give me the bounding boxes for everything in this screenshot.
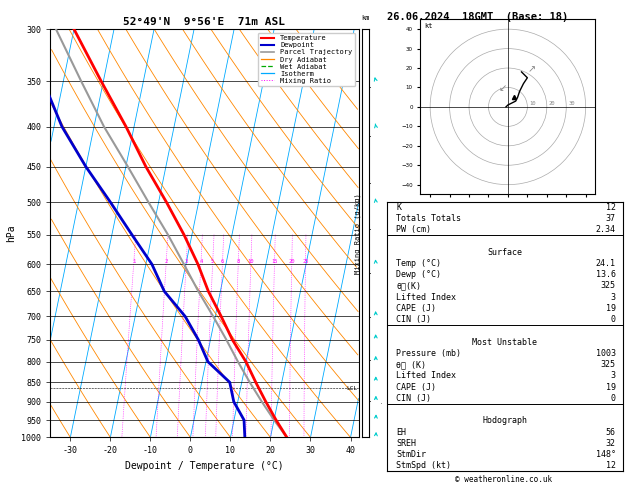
- Text: 19: 19: [606, 304, 616, 313]
- Text: 12: 12: [606, 203, 616, 212]
- Text: 2.34: 2.34: [596, 226, 616, 234]
- Text: 325: 325: [601, 360, 616, 369]
- Text: 10: 10: [529, 101, 536, 106]
- Text: PW (cm): PW (cm): [396, 226, 431, 234]
- Text: CIN (J): CIN (J): [396, 315, 431, 324]
- Text: Temp (°C): Temp (°C): [396, 259, 442, 268]
- Text: 5: 5: [211, 259, 214, 264]
- Text: 3: 3: [611, 293, 616, 302]
- Text: θᴇ (K): θᴇ (K): [396, 360, 426, 369]
- Text: 25: 25: [302, 259, 309, 264]
- Text: 30: 30: [568, 101, 575, 106]
- Text: SREH: SREH: [396, 439, 416, 448]
- Text: Dewp (°C): Dewp (°C): [396, 270, 442, 279]
- Text: 20: 20: [548, 101, 555, 106]
- Text: 26.06.2024  18GMT  (Base: 18): 26.06.2024 18GMT (Base: 18): [387, 12, 569, 22]
- Text: 15: 15: [271, 259, 278, 264]
- Text: θᴇ(K): θᴇ(K): [396, 281, 421, 291]
- Text: CAPE (J): CAPE (J): [396, 304, 437, 313]
- X-axis label: Dewpoint / Temperature (°C): Dewpoint / Temperature (°C): [125, 461, 284, 471]
- Text: 19: 19: [606, 382, 616, 392]
- Legend: Temperature, Dewpoint, Parcel Trajectory, Dry Adiabat, Wet Adiabat, Isotherm, Mi: Temperature, Dewpoint, Parcel Trajectory…: [258, 33, 355, 87]
- Text: Totals Totals: Totals Totals: [396, 214, 461, 223]
- Text: 24.1: 24.1: [596, 259, 616, 268]
- Text: 12: 12: [606, 461, 616, 470]
- Text: 37: 37: [606, 214, 616, 223]
- Text: 3: 3: [611, 371, 616, 381]
- Text: 56: 56: [606, 428, 616, 436]
- Text: Lifted Index: Lifted Index: [396, 371, 456, 381]
- Text: 4: 4: [199, 259, 203, 264]
- Text: 2: 2: [164, 259, 168, 264]
- Text: Surface: Surface: [487, 248, 522, 257]
- Text: 32: 32: [606, 439, 616, 448]
- Text: 0: 0: [611, 315, 616, 324]
- Text: StmDir: StmDir: [396, 450, 426, 459]
- Text: ↗: ↗: [527, 64, 535, 74]
- Text: 148°: 148°: [596, 450, 616, 459]
- Text: EH: EH: [396, 428, 406, 436]
- Text: 6: 6: [221, 259, 224, 264]
- Text: Hodograph: Hodograph: [482, 417, 527, 425]
- Text: CAPE (J): CAPE (J): [396, 382, 437, 392]
- Text: kt: kt: [425, 23, 433, 29]
- Text: 13.6: 13.6: [596, 270, 616, 279]
- Text: 20: 20: [289, 259, 295, 264]
- Title: 52°49'N  9°56'E  71m ASL: 52°49'N 9°56'E 71m ASL: [123, 17, 286, 27]
- Text: 10: 10: [248, 259, 254, 264]
- Text: StmSpd (kt): StmSpd (kt): [396, 461, 451, 470]
- Text: CIN (J): CIN (J): [396, 394, 431, 403]
- Text: Lifted Index: Lifted Index: [396, 293, 456, 302]
- Text: LCL: LCL: [347, 386, 358, 391]
- Text: 8: 8: [237, 259, 240, 264]
- Text: 0: 0: [611, 394, 616, 403]
- Text: Most Unstable: Most Unstable: [472, 338, 537, 347]
- Text: 3: 3: [184, 259, 187, 264]
- Text: 325: 325: [601, 281, 616, 291]
- Text: K: K: [396, 203, 401, 212]
- Text: 1003: 1003: [596, 349, 616, 358]
- Text: 1: 1: [132, 259, 135, 264]
- Text: Pressure (mb): Pressure (mb): [396, 349, 461, 358]
- Text: ↙: ↙: [498, 84, 506, 93]
- Y-axis label: hPa: hPa: [6, 225, 16, 242]
- Text: km: km: [361, 15, 370, 21]
- Text: © weatheronline.co.uk: © weatheronline.co.uk: [455, 474, 552, 484]
- Text: Mixing Ratio (g/kg): Mixing Ratio (g/kg): [355, 193, 361, 274]
